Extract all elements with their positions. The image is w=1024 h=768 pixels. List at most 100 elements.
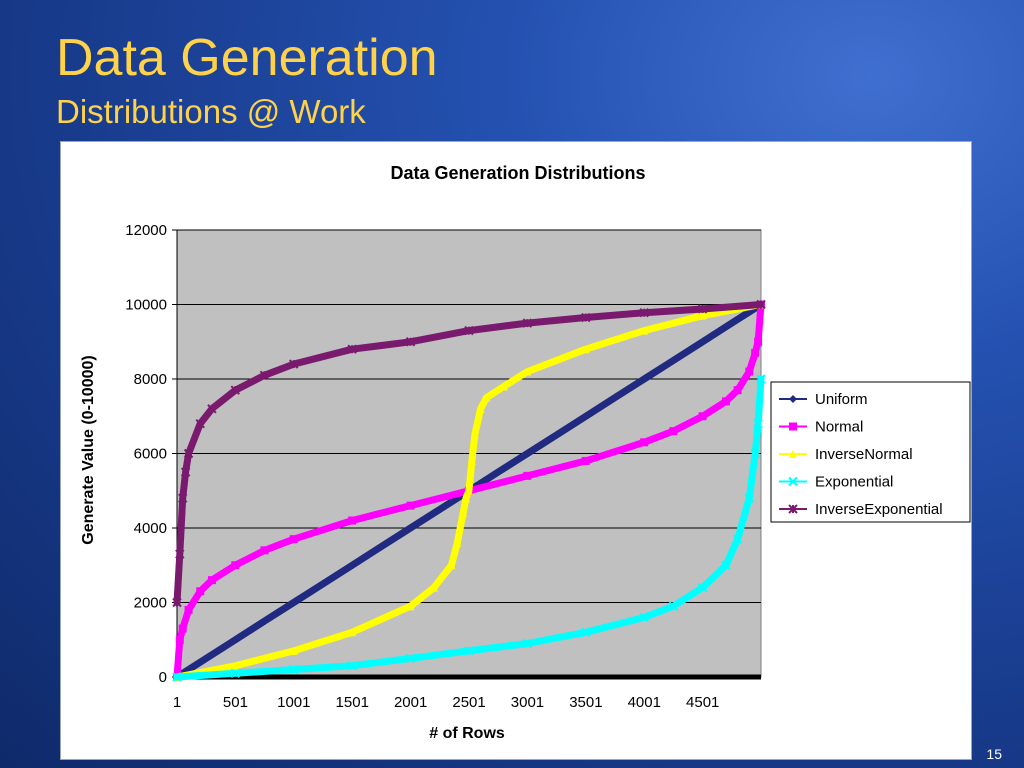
- y-tick-label-1: 2000: [134, 595, 167, 612]
- data-point-inverseexponential-16: [697, 304, 708, 314]
- x-tick-label-3: 1501: [336, 694, 369, 711]
- y-tick-label-4: 8000: [134, 371, 167, 388]
- data-point-exponential-7: [581, 627, 591, 638]
- legend-label-uniform: Uniform: [815, 391, 868, 408]
- x-tick-label-4: 2001: [394, 694, 427, 711]
- legend-marker-exponential: [788, 476, 798, 487]
- data-point-inverseexponential-9: [288, 359, 299, 369]
- y-tick-label-3: 6000: [134, 446, 167, 463]
- series-exponential: [172, 374, 766, 682]
- y-tick-label-0: 0: [159, 669, 167, 686]
- data-point-normal-7: [260, 546, 269, 555]
- legend-item-inverseexponential: InverseExponential: [779, 501, 943, 518]
- data-point-normal-20: [751, 348, 760, 357]
- x-axis-label: # of Rows: [429, 725, 505, 742]
- data-point-inversenormal-14: [482, 393, 491, 402]
- legend-item-uniform: Uniform: [779, 391, 868, 408]
- slide-subtitle: Distributions @ Work: [56, 93, 366, 130]
- data-point-uniform-3: [260, 617, 269, 626]
- data-point-exponential-13: [744, 493, 755, 503]
- x-tick-label-8: 4001: [628, 694, 661, 711]
- data-point-uniform-12: [523, 449, 532, 458]
- data-point-exponential-15: [753, 418, 763, 429]
- x-tick-label-7: 3501: [569, 694, 602, 711]
- data-point-normal-17: [721, 397, 730, 406]
- x-tick-label-0: 1: [173, 694, 181, 711]
- data-point-inverseexponential-10: [347, 344, 357, 354]
- data-point-inversenormal-1: [231, 661, 240, 670]
- series-inversenormal: [173, 300, 765, 681]
- data-point-inversenormal-18: [640, 326, 649, 335]
- legend: Uniform Normal InverseNormal Exponential Inv…: [770, 381, 971, 523]
- data-point-inverseexponential-11: [405, 337, 416, 347]
- data-point-normal-19: [745, 367, 754, 376]
- data-point-exponential-1: [230, 668, 241, 678]
- data-point-inverseexponential-15: [639, 307, 649, 318]
- y-axis: 0 2000 4000 6000 8000 10000 12000: [125, 222, 178, 686]
- data-point-inversenormal-8: [459, 509, 468, 518]
- data-point-normal-15: [669, 427, 678, 436]
- data-point-uniform-16: [640, 375, 649, 383]
- data-point-uniform-18: [698, 337, 707, 346]
- data-point-inversenormal-17: [581, 345, 590, 354]
- data-point-inversenormal-11: [467, 456, 476, 465]
- legend-item-inversenormal: InverseNormal: [779, 446, 913, 463]
- data-point-uniform-19: [727, 319, 736, 328]
- legend-box: [770, 381, 971, 523]
- data-point-normal-10: [406, 501, 415, 510]
- y-tick-label-6: 12000: [125, 222, 167, 239]
- data-point-normal-2: [178, 624, 187, 633]
- x-tick-label-5: 2501: [452, 694, 485, 711]
- series-line-inverseexponential: [173, 301, 765, 606]
- data-point-inverseexponential-5: [195, 418, 205, 429]
- y-axis-label: Generate Value (0-10000): [80, 355, 97, 544]
- data-point-uniform-4: [289, 598, 298, 607]
- data-point-uniform-1: [202, 654, 211, 663]
- chart-title: Data Generation Distributions: [390, 163, 645, 183]
- data-point-exponential-11: [721, 560, 731, 570]
- legend-label-exponential: Exponential: [815, 474, 893, 491]
- legend-marker-inverseexponential: [788, 504, 798, 514]
- data-point-uniform-15: [610, 393, 619, 402]
- data-point-inversenormal-13: [476, 404, 485, 413]
- data-point-uniform-17: [669, 356, 678, 365]
- legend-label-inversenormal: InverseNormal: [815, 446, 913, 463]
- data-point-inversenormal-15: [499, 382, 508, 391]
- data-point-exponential-0: [172, 672, 182, 682]
- data-point-inverseexponential-3: [180, 467, 191, 477]
- data-point-inversenormal-16: [523, 367, 532, 376]
- legend-marker-inversenormal: [789, 450, 797, 458]
- slide-title: Data Generation: [56, 29, 438, 87]
- data-point-uniform-6: [348, 561, 357, 570]
- data-point-inverseexponential-8: [259, 370, 270, 380]
- data-point-exponential-6: [522, 638, 533, 649]
- data-point-normal-18: [733, 386, 742, 395]
- legend-marker-uniform: [789, 395, 797, 403]
- data-point-exponential-5: [464, 646, 474, 656]
- data-point-normal-16: [698, 412, 707, 421]
- data-point-inversenormal-19: [698, 311, 707, 320]
- data-point-inverseexponential-17: [756, 299, 766, 310]
- data-point-exponential-14: [750, 448, 760, 459]
- data-point-normal-13: [581, 456, 590, 465]
- x-tick-label-1: 501: [223, 694, 248, 711]
- legend-item-normal: Normal: [779, 419, 863, 436]
- data-point-inverseexponential-0: [172, 597, 182, 608]
- data-point-normal-12: [523, 471, 532, 480]
- y-tick-label-5: 10000: [125, 297, 167, 314]
- data-point-exponential-4: [405, 653, 416, 664]
- data-point-exponential-12: [732, 534, 743, 544]
- data-point-normal-4: [196, 587, 205, 596]
- data-point-inverseexponential-4: [183, 448, 194, 459]
- data-point-inverseexponential-7: [230, 385, 241, 395]
- data-point-uniform-7: [377, 542, 386, 551]
- data-point-inversenormal-9: [462, 494, 471, 503]
- x-tick-label-6: 3001: [511, 694, 544, 711]
- data-point-exponential-10: [697, 582, 708, 593]
- data-point-inversenormal-2: [289, 646, 298, 655]
- data-point-inverseexponential-1: [175, 549, 185, 559]
- page-number: 15: [986, 746, 1002, 762]
- data-point-uniform-8: [406, 524, 415, 532]
- data-point-uniform-11: [494, 468, 503, 477]
- data-point-inversenormal-12: [470, 430, 479, 439]
